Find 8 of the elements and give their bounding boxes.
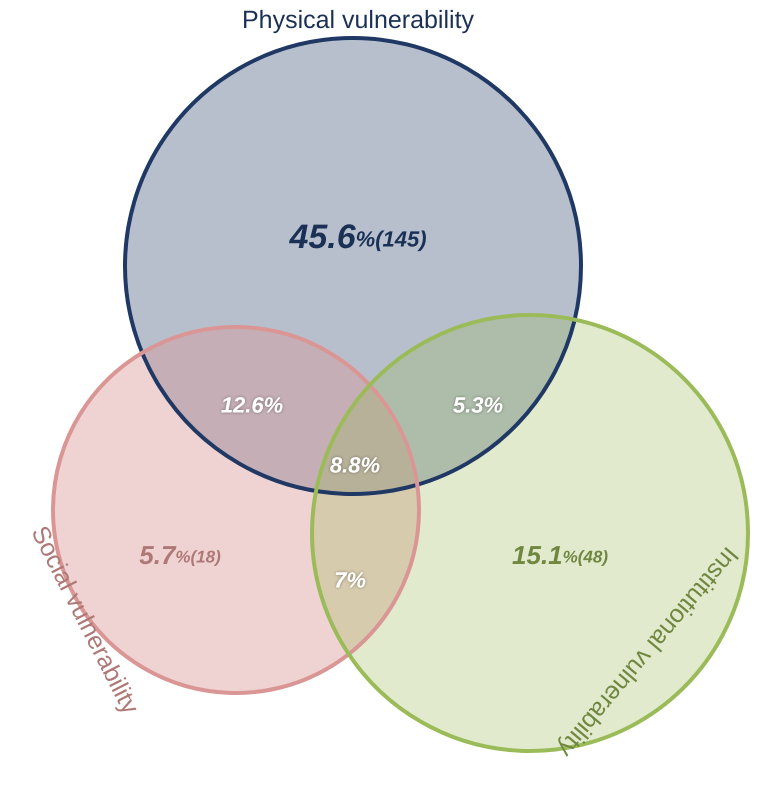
data-label: 15.1%(48) [512,540,608,570]
data-label: 45.6%(145) [288,218,427,256]
text: 5.3% [452,392,504,418]
text: 8.8% [330,452,380,478]
category-label: Physical vulnerability [242,6,475,34]
text: 12.6% [220,392,284,418]
text: 7% [334,568,366,592]
data-label: 5.7%(18) [139,540,222,570]
